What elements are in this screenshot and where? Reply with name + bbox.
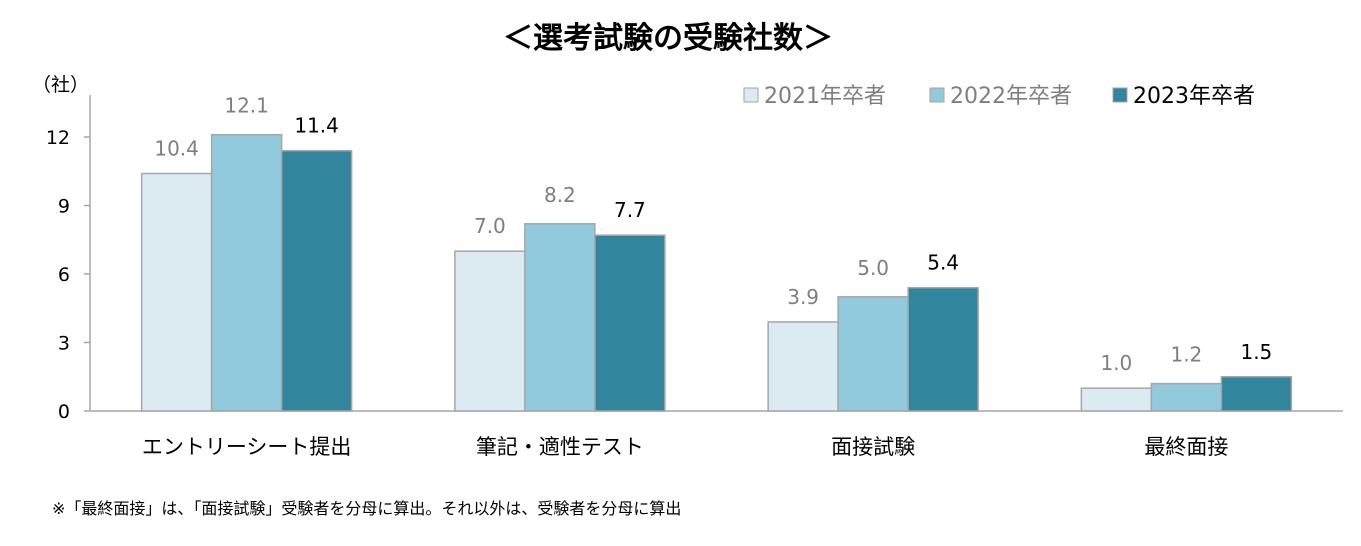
- data-labels: 10.4 12.1 11.4 7.0 8.2 7.7 3.9 5.0 5.4 1.0 1.2 1.5: [154, 94, 1272, 375]
- y-tick-label: 6: [58, 264, 70, 286]
- data-label: 8.2: [544, 183, 576, 207]
- bar: [524, 223, 596, 412]
- legend-label: 2021年卒者: [764, 84, 886, 109]
- data-label: 7.7: [614, 198, 646, 222]
- y-tick-label: 12: [46, 127, 70, 149]
- chart-title: ＜選考試験の受験社数＞: [503, 21, 833, 56]
- bar: [280, 149, 353, 412]
- footnote: ※「最終面接」は、「面接試験」受験者を分母に算出。それ以外は、受験者を分母に算出: [52, 499, 681, 518]
- bar: [454, 250, 526, 412]
- bar: [1220, 376, 1293, 412]
- data-label: 1.2: [1170, 343, 1202, 367]
- y-tick-label: 3: [58, 333, 70, 355]
- category-label: 最終面接: [1144, 435, 1228, 459]
- bar: [1150, 382, 1223, 412]
- y-tick-label: 0: [58, 401, 70, 423]
- y-tick-label: 9: [58, 196, 70, 218]
- data-label: 11.4: [294, 114, 339, 138]
- bar: [140, 172, 213, 412]
- data-label: 5.0: [857, 256, 889, 280]
- bar: [767, 321, 839, 412]
- data-label: 3.9: [787, 285, 819, 309]
- category-label: 筆記・適性テスト: [476, 435, 644, 459]
- bar: [907, 286, 979, 412]
- bar: [210, 133, 283, 412]
- data-label: 1.0: [1100, 351, 1132, 375]
- bar: [1080, 387, 1153, 412]
- category-label: 面接試験: [831, 435, 915, 459]
- legend-swatch: [929, 87, 945, 103]
- data-label: 12.1: [224, 94, 269, 118]
- legend-label: 2023年卒者: [1133, 84, 1255, 109]
- bar: [837, 296, 909, 412]
- legend-label: 2022年卒者: [950, 84, 1072, 109]
- data-label: 10.4: [154, 137, 199, 161]
- legend-swatch: [743, 87, 759, 103]
- category-label: エントリーシート提出: [142, 435, 352, 459]
- legend-swatch: [1112, 87, 1128, 103]
- y-axis-unit-label: （社）: [32, 74, 89, 96]
- data-label: 7.0: [474, 214, 506, 238]
- legend: 2021年卒者 2022年卒者 2023年卒者: [743, 84, 1255, 109]
- bar: [594, 234, 666, 412]
- bars: [140, 133, 1293, 412]
- data-label: 1.5: [1240, 340, 1272, 364]
- data-label: 5.4: [927, 251, 959, 275]
- category-labels: エントリーシート提出 筆記・適性テスト 面接試験 最終面接: [142, 435, 1229, 459]
